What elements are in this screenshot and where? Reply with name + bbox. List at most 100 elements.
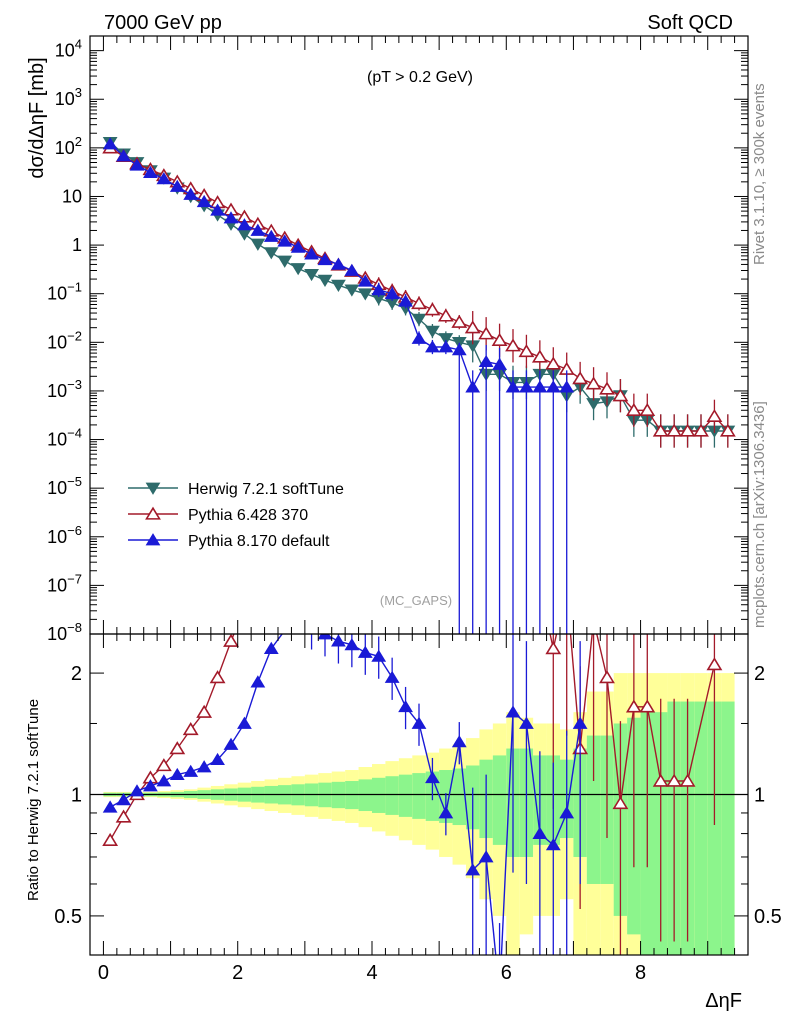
mcplots-label: mcplots.cern.ch [arXiv:1306.3436] xyxy=(751,401,768,628)
main-panel-series xyxy=(102,136,736,634)
band-green xyxy=(707,701,722,955)
ratio-y-tick-label-right: 1 xyxy=(754,785,765,807)
ratio-point xyxy=(169,767,185,781)
y-tick-exponent: −7 xyxy=(67,571,82,586)
band-green xyxy=(492,755,507,845)
data-point xyxy=(599,381,615,395)
y-tick-exponent: 3 xyxy=(75,85,82,100)
y-tick-label: 10−1 xyxy=(47,280,82,304)
ratio-point xyxy=(115,809,132,823)
axes: 10−810−710−610−510−410−310−210−111010210… xyxy=(47,35,782,984)
data-point xyxy=(196,194,212,208)
legend-entry: Pythia 8.170 default xyxy=(128,533,330,550)
ratio-point xyxy=(223,737,239,750)
ratio-point xyxy=(425,770,440,784)
data-point xyxy=(250,223,266,236)
ratio-point xyxy=(411,716,427,729)
series-line xyxy=(109,141,728,432)
ratio-point xyxy=(263,641,279,654)
data-point xyxy=(531,349,548,363)
data-point xyxy=(572,371,589,385)
ratio-point xyxy=(237,716,252,729)
series-pythia-8-170-default xyxy=(102,137,575,634)
x-tick-label: 2 xyxy=(232,962,243,984)
legend-marker xyxy=(145,506,161,520)
ratio-point xyxy=(143,779,158,792)
ratio-point xyxy=(652,773,669,787)
data-point xyxy=(290,240,306,253)
data-point xyxy=(451,343,467,356)
data-point xyxy=(304,247,319,260)
ratio-point xyxy=(572,716,588,729)
ratio-y-tick-label-right: 0.5 xyxy=(754,906,782,928)
ratio-point xyxy=(639,699,656,713)
data-point xyxy=(237,218,252,231)
data-point xyxy=(492,357,507,370)
data-point xyxy=(277,255,293,268)
band-green xyxy=(385,776,399,815)
data-point xyxy=(210,203,225,216)
ratio-point xyxy=(129,784,145,797)
band-green xyxy=(452,768,466,826)
y-tick-exponent: −2 xyxy=(67,328,82,343)
ratio-point xyxy=(612,796,629,810)
ratio-point xyxy=(679,773,696,787)
y-tick-label: 10 xyxy=(62,186,82,206)
ratio-point xyxy=(209,670,226,684)
data-point xyxy=(250,238,266,251)
x-tick-label: 6 xyxy=(501,962,512,984)
data-point xyxy=(505,380,521,393)
ratio-point xyxy=(465,863,481,876)
ratio-point xyxy=(438,806,454,819)
ratio-point xyxy=(599,670,615,684)
data-point xyxy=(532,380,548,393)
y-tick-exponent: −3 xyxy=(67,377,82,392)
x-tick-label: 8 xyxy=(635,962,646,984)
ratio-y-tick-label: 0.5 xyxy=(54,906,82,928)
band-green xyxy=(721,701,735,955)
ratio-point xyxy=(210,752,225,766)
ratio-point xyxy=(156,774,172,787)
ratio-y-tick-label: 2 xyxy=(71,663,82,685)
data-point xyxy=(612,388,629,402)
data-point xyxy=(424,302,441,316)
ratio-point xyxy=(706,657,723,671)
data-point xyxy=(719,423,736,437)
y-axis-title-ratio: Ratio to Herwig 7.2.1 softTune xyxy=(25,699,42,901)
data-point xyxy=(143,165,158,178)
ratio-point xyxy=(250,675,266,688)
data-point xyxy=(317,274,333,287)
data-point xyxy=(344,284,360,297)
ratio-series-pythia-8-170-default xyxy=(102,634,588,955)
data-point xyxy=(519,380,534,393)
legend-marker xyxy=(145,533,161,546)
ratio-point xyxy=(344,638,360,651)
y-tick-exponent: 2 xyxy=(75,134,82,149)
data-point xyxy=(411,296,427,310)
band-green xyxy=(694,701,708,955)
data-point xyxy=(102,137,118,150)
y-tick-label: 10−7 xyxy=(47,571,82,595)
data-point xyxy=(666,423,683,437)
data-point xyxy=(625,402,642,416)
legend-entry: Pythia 6.428 370 xyxy=(128,506,308,524)
ratio-point xyxy=(182,722,199,736)
data-point xyxy=(384,286,400,300)
data-point xyxy=(183,187,199,200)
y-axis-title-main: dσ/dΔηF [mb] xyxy=(26,57,48,178)
data-point xyxy=(169,179,185,192)
data-point xyxy=(437,308,454,322)
collision-label: 7000 GeV pp xyxy=(104,12,222,34)
data-point xyxy=(478,354,494,368)
data-point xyxy=(438,340,454,353)
data-point xyxy=(411,313,427,326)
data-point xyxy=(639,402,656,416)
data-point xyxy=(545,356,562,370)
y-tick-label: 10−3 xyxy=(47,377,82,401)
data-point xyxy=(425,325,440,338)
ratio-point xyxy=(155,758,172,772)
band-green xyxy=(372,777,386,813)
data-point xyxy=(465,380,481,393)
y-tick-exponent: −5 xyxy=(67,474,82,489)
